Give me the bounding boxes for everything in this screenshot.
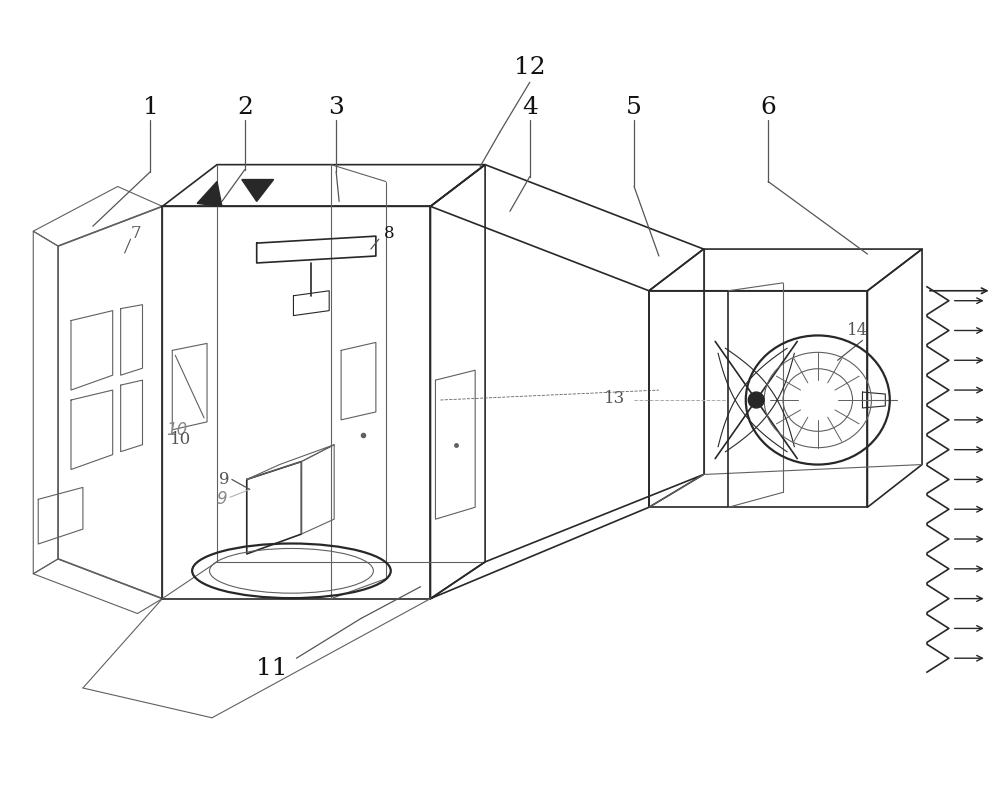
Text: 2: 2: [237, 95, 253, 119]
Text: 10: 10: [170, 431, 191, 448]
Text: 11: 11: [256, 657, 287, 679]
Text: 9: 9: [219, 471, 229, 488]
Text: 5: 5: [626, 95, 642, 119]
Text: 6: 6: [760, 95, 776, 119]
Circle shape: [748, 392, 764, 408]
Text: 14: 14: [847, 322, 868, 339]
Text: 4: 4: [522, 95, 538, 119]
Text: 3: 3: [328, 95, 344, 119]
Text: 8: 8: [383, 225, 394, 241]
Polygon shape: [197, 181, 222, 206]
Text: 7: 7: [130, 225, 141, 241]
Text: 10: 10: [167, 421, 188, 439]
Text: 9: 9: [217, 490, 227, 508]
Text: 12: 12: [514, 56, 546, 79]
Text: 13: 13: [604, 390, 625, 407]
Polygon shape: [242, 180, 274, 201]
Text: 1: 1: [143, 95, 158, 119]
